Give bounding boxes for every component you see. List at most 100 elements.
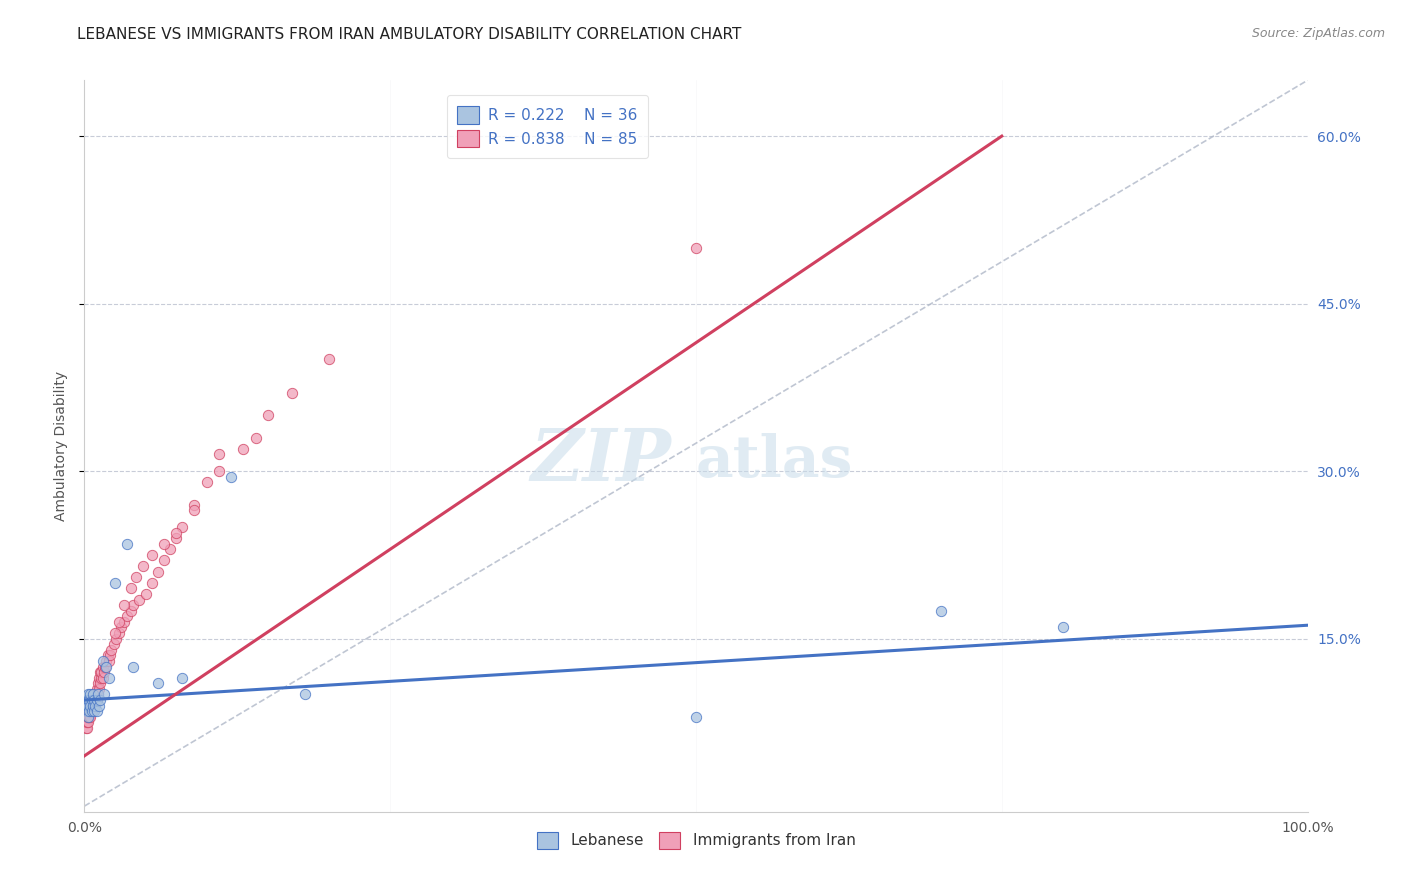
Point: [183, 498, 205, 512]
Point: [91, 654, 114, 668]
Point: [77, 704, 100, 718]
Point: [294, 688, 316, 702]
Text: Source: ZipAtlas.com: Source: ZipAtlas.com: [1251, 27, 1385, 40]
Point: [98, 648, 121, 663]
Point: [183, 503, 205, 517]
Point: [104, 626, 127, 640]
Point: [132, 559, 155, 574]
Point: [128, 592, 150, 607]
Point: [122, 659, 145, 673]
Point: [83, 704, 105, 718]
Point: [80, 693, 103, 707]
Point: [80, 704, 103, 718]
Text: atlas: atlas: [696, 433, 853, 489]
Text: ZIP: ZIP: [530, 425, 672, 496]
Point: [104, 575, 127, 590]
Point: [82, 688, 104, 702]
Point: [1052, 620, 1074, 634]
Point: [86, 681, 108, 696]
Point: [97, 648, 120, 663]
Point: [245, 431, 267, 445]
Point: [112, 598, 135, 612]
Point: [93, 665, 115, 680]
Point: [82, 688, 104, 702]
Point: [84, 698, 107, 713]
Point: [75, 698, 97, 713]
Point: [100, 642, 122, 657]
Point: [91, 671, 114, 685]
Point: [685, 710, 707, 724]
Point: [257, 409, 280, 423]
Point: [79, 710, 101, 724]
Point: [77, 710, 100, 724]
Point: [103, 637, 125, 651]
Point: [281, 386, 304, 401]
Point: [91, 659, 114, 673]
Point: [141, 548, 163, 562]
Point: [79, 704, 101, 718]
Point: [107, 626, 129, 640]
Point: [83, 688, 105, 702]
Point: [76, 715, 98, 730]
Point: [105, 632, 128, 646]
Point: [77, 688, 100, 702]
Point: [79, 688, 101, 702]
Point: [83, 698, 105, 713]
Legend: Lebanese, Immigrants from Iran: Lebanese, Immigrants from Iran: [530, 825, 862, 855]
Point: [97, 654, 120, 668]
Point: [76, 693, 98, 707]
Point: [75, 715, 97, 730]
Point: [77, 715, 100, 730]
Point: [87, 676, 110, 690]
Point: [76, 721, 98, 735]
Point: [172, 671, 194, 685]
Point: [86, 693, 108, 707]
Point: [79, 698, 101, 713]
Point: [89, 693, 111, 707]
Point: [107, 615, 129, 629]
Point: [94, 659, 117, 673]
Point: [208, 447, 231, 461]
Point: [120, 582, 142, 596]
Point: [929, 604, 952, 618]
Point: [79, 693, 101, 707]
Point: [165, 525, 187, 540]
Point: [146, 676, 169, 690]
Point: [84, 688, 107, 702]
Point: [90, 665, 112, 680]
Point: [75, 710, 97, 724]
Point: [77, 710, 100, 724]
Point: [75, 721, 97, 735]
Point: [77, 710, 100, 724]
Point: [86, 704, 108, 718]
Point: [112, 615, 135, 629]
Point: [159, 542, 181, 557]
Point: [685, 241, 707, 255]
Point: [208, 464, 231, 478]
Text: LEBANESE VS IMMIGRANTS FROM IRAN AMBULATORY DISABILITY CORRELATION CHART: LEBANESE VS IMMIGRANTS FROM IRAN AMBULAT…: [77, 27, 742, 42]
Point: [80, 693, 103, 707]
Point: [135, 587, 157, 601]
Point: [77, 693, 100, 707]
Point: [76, 704, 98, 718]
Point: [318, 352, 340, 367]
Point: [79, 698, 101, 713]
Point: [96, 654, 118, 668]
Point: [80, 698, 103, 713]
Point: [122, 598, 145, 612]
Point: [84, 693, 107, 707]
Point: [93, 688, 115, 702]
Point: [82, 698, 104, 713]
Point: [86, 693, 108, 707]
Point: [77, 698, 100, 713]
Point: [87, 688, 110, 702]
Point: [120, 604, 142, 618]
Point: [146, 565, 169, 579]
Point: [89, 665, 111, 680]
Point: [89, 676, 111, 690]
Point: [87, 688, 110, 702]
Point: [86, 688, 108, 702]
Point: [90, 671, 112, 685]
Point: [87, 681, 110, 696]
Point: [76, 704, 98, 718]
